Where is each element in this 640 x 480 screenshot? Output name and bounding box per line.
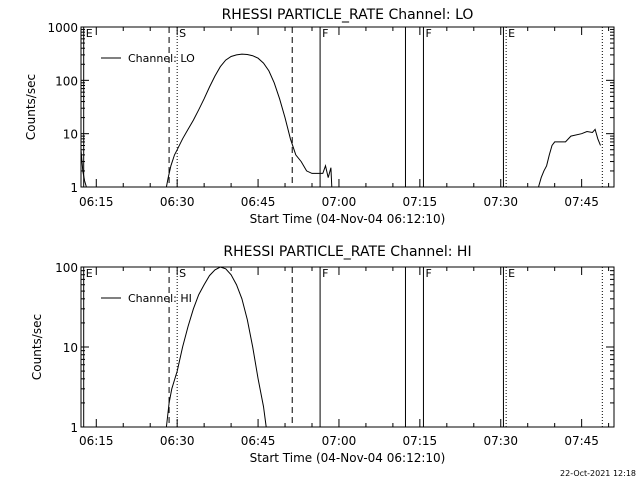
x-tick-label: 07:00	[322, 434, 357, 448]
x-tick-label: 07:15	[403, 434, 438, 448]
x-tick-label: 06:30	[160, 434, 195, 448]
y-axis-label: Counts/sec	[24, 74, 38, 140]
series-line-segment-1	[80, 149, 87, 188]
x-tick-label: 07:45	[564, 195, 599, 209]
x-tick-label: 06:45	[241, 195, 276, 209]
x-tick-label: 07:30	[483, 434, 518, 448]
y-tick-label: 100	[55, 261, 78, 275]
x-tick-label: 06:45	[241, 434, 276, 448]
x-axis-label: Start Time (04-Nov-04 06:12:10)	[250, 451, 446, 465]
chart-panel-2: RHESSI PARTICLE_RATE Channel: HI 06:15 06:…	[30, 244, 615, 465]
x-tick-label: 06:30	[160, 195, 195, 209]
y-tick-label: 1000	[47, 21, 78, 35]
plot-frame	[80, 26, 615, 188]
legend-label: Channel: HI	[128, 292, 192, 305]
chart-panel-1: RHESSI PARTICLE_RATE Channel: LO 06:15 06:…	[24, 7, 615, 226]
event-marker-label: S	[179, 27, 186, 40]
chart-title: RHESSI PARTICLE_RATE Channel: HI	[223, 244, 471, 260]
series-line-segment-1	[165, 266, 267, 428]
y-axis-label: Counts/sec	[30, 314, 44, 380]
y-tick-label: 10	[63, 341, 78, 355]
chart-title: RHESSI PARTICLE_RATE Channel: LO	[222, 7, 474, 23]
x-tick-label: 07:00	[322, 195, 357, 209]
event-marker-label: E	[508, 27, 515, 40]
y-tick-label: 1	[70, 181, 78, 195]
event-marker-label: E	[508, 267, 515, 280]
y-tick-label: 10	[63, 128, 78, 142]
event-marker-label: E	[86, 267, 93, 280]
x-tick-label: 07:15	[403, 195, 438, 209]
event-marker-label: F	[322, 267, 328, 280]
series-line-segment-3	[538, 128, 601, 188]
x-tick-label: 07:30	[483, 195, 518, 209]
event-marker-label: F	[322, 27, 328, 40]
x-tick-label: 07:45	[564, 434, 599, 448]
x-axis-label: Start Time (04-Nov-04 06:12:10)	[250, 212, 446, 226]
event-marker-label: F	[425, 267, 431, 280]
legend-label: Channel: LO	[128, 52, 195, 65]
y-tick-label: 100	[55, 74, 78, 88]
event-marker-label: S	[179, 267, 186, 280]
x-tick-label: 06:15	[79, 195, 114, 209]
x-tick-label: 06:15	[79, 434, 114, 448]
event-marker-label: F	[425, 27, 431, 40]
series-line-segment-2	[165, 53, 333, 188]
y-tick-label: 1	[70, 421, 78, 435]
event-marker-label: E	[86, 27, 93, 40]
footer-date: 22-Oct-2021 12:18	[560, 469, 636, 478]
